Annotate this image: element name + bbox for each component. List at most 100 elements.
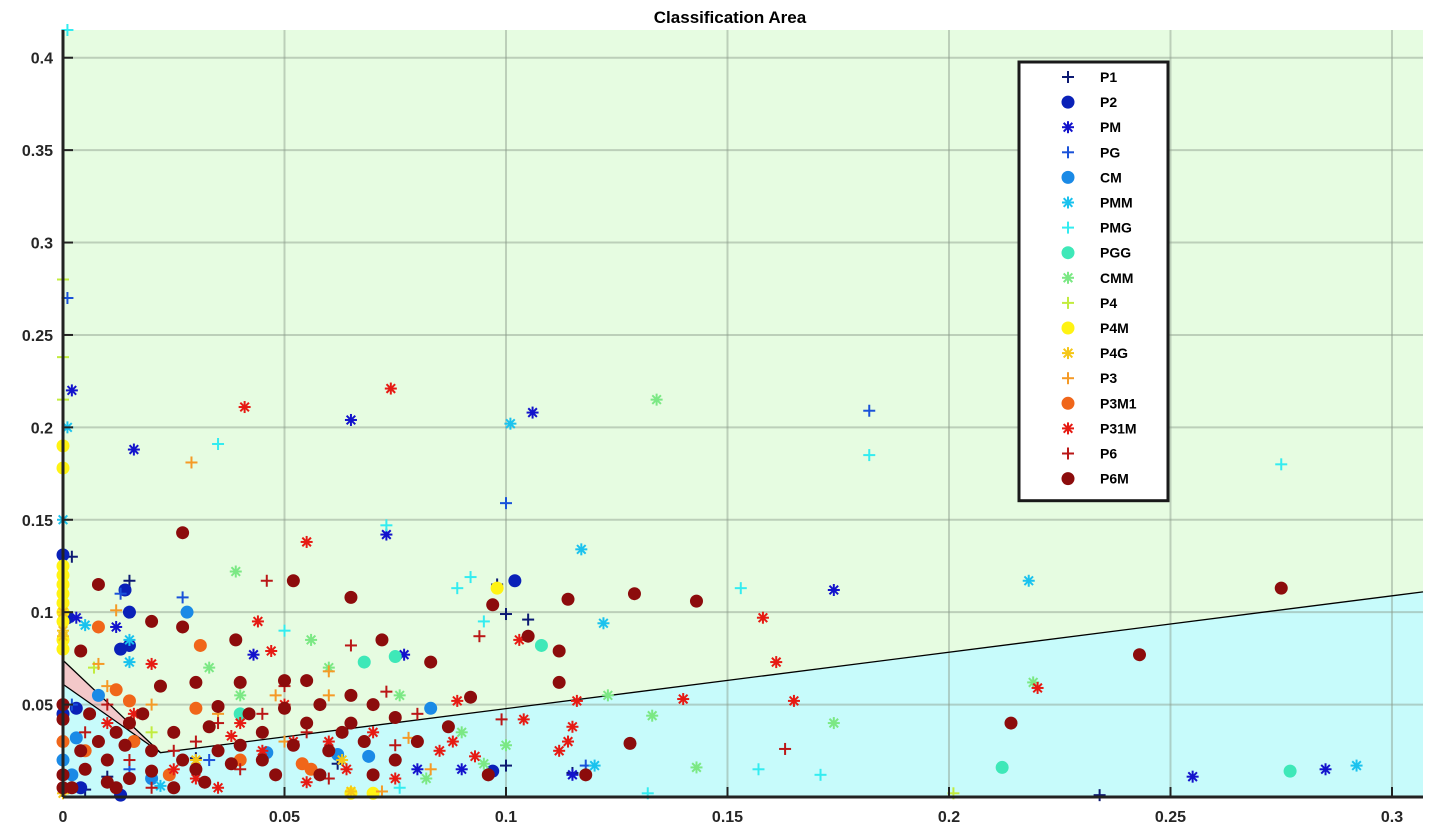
point-p6m: [100, 775, 114, 789]
point-p6m: [189, 675, 203, 689]
point-p6m: [579, 768, 593, 782]
point-p6m: [300, 674, 314, 688]
point-cmm: [455, 726, 468, 739]
legend-marker-p6m: [1061, 472, 1075, 486]
point-cm: [91, 688, 105, 702]
region-2: [63, 591, 1423, 797]
point-p31m: [300, 535, 313, 548]
legend-label-p3m1: P3M1: [1100, 395, 1137, 411]
point-pgg: [357, 655, 371, 669]
legend-label-p6: P6: [1100, 446, 1117, 462]
legend-marker-p4g: [1062, 347, 1074, 360]
point-p3: [145, 698, 158, 711]
point-pmm: [123, 656, 136, 669]
x-tick-label: 0: [59, 809, 68, 826]
x-tick-label: 0.15: [712, 809, 743, 826]
legend-label-cm: CM: [1100, 169, 1122, 185]
y-tick-label: 0.4: [31, 51, 53, 68]
point-p6m: [1274, 581, 1288, 595]
legend-marker-cm: [1061, 170, 1075, 184]
legend-label-pgg: PGG: [1100, 245, 1131, 261]
point-p6m: [255, 725, 269, 739]
point-pm: [526, 406, 539, 419]
point-p3: [269, 689, 282, 702]
point-p6m: [277, 701, 291, 715]
point-p6: [260, 574, 273, 587]
point-p31m: [433, 744, 446, 757]
point-p31m: [234, 717, 247, 730]
point-p4: [145, 726, 158, 739]
point-p6m: [153, 679, 167, 693]
series-pm: [65, 384, 1332, 783]
point-pm: [1319, 763, 1332, 776]
point-cm: [362, 749, 376, 763]
legend-marker-p3m1: [1061, 396, 1075, 410]
point-pmm: [1022, 574, 1035, 587]
point-p6m: [689, 594, 703, 608]
y-tick-label: 0.1: [31, 605, 53, 622]
point-p31m: [340, 763, 353, 776]
point-p31m: [384, 382, 397, 395]
point-p6: [344, 639, 357, 652]
point-p6m: [344, 716, 358, 730]
point-p6m: [335, 725, 349, 739]
point-p6m: [277, 674, 291, 688]
point-p6m: [366, 698, 380, 712]
point-pmm: [79, 619, 92, 632]
legend-label-p31m: P31M: [1100, 420, 1137, 436]
point-p3: [322, 689, 335, 702]
y-tick-label: 0.05: [22, 698, 53, 715]
point-p6m: [552, 675, 566, 689]
point-pm: [411, 763, 424, 776]
point-p31m: [145, 657, 158, 670]
point-p6m: [242, 707, 256, 721]
point-pm: [566, 768, 579, 781]
grid-lines: [63, 30, 1423, 797]
point-p6m: [313, 768, 327, 782]
point-p6m: [441, 720, 455, 734]
legend-marker-cmm: [1062, 271, 1074, 284]
point-p31m: [787, 694, 800, 707]
point-p6m: [255, 753, 269, 767]
point-pmg: [814, 768, 827, 781]
legend-label-pmg: PMG: [1100, 220, 1132, 236]
point-p6m: [486, 598, 500, 612]
point-pgg: [534, 638, 548, 652]
legend-marker-pg: [1062, 146, 1074, 159]
point-p3m1: [189, 701, 203, 715]
point-p6m: [78, 762, 92, 776]
point-p6m: [176, 526, 190, 540]
point-p6m: [91, 577, 105, 591]
point-pmg: [734, 582, 747, 595]
point-p6: [411, 707, 424, 720]
point-p6m: [286, 574, 300, 588]
point-pg: [176, 591, 189, 604]
x-tick-label: 0.05: [269, 809, 300, 826]
point-pmg: [451, 582, 464, 595]
legend-marker-pmm: [1062, 196, 1074, 209]
point-p6m: [118, 738, 132, 752]
point-p31m: [367, 726, 380, 739]
x-tick-label: 0.25: [1155, 809, 1186, 826]
point-p1: [499, 608, 512, 621]
point-pmg: [863, 449, 876, 462]
point-p6m: [269, 768, 283, 782]
point-pm: [110, 620, 123, 633]
point-p6m: [521, 629, 535, 643]
point-p4g: [336, 754, 349, 767]
point-p6: [495, 713, 508, 726]
point-p6m: [83, 707, 97, 721]
point-p3m1: [122, 694, 136, 708]
point-p6m: [233, 675, 247, 689]
point-pmm: [1350, 759, 1363, 772]
series-p6: [79, 574, 792, 794]
point-cmm: [601, 689, 614, 702]
point-p6m: [464, 690, 478, 704]
legend-label-p4m: P4M: [1100, 320, 1129, 336]
point-p4g: [344, 785, 357, 798]
point-p6m: [136, 707, 150, 721]
legend: P1 P2 PM PG CM PMM PMG PGG CMM P4 P4M P4G P3 P3M1 P31M…: [1017, 60, 1170, 503]
point-pg: [499, 497, 512, 510]
point-pgg: [995, 760, 1009, 774]
